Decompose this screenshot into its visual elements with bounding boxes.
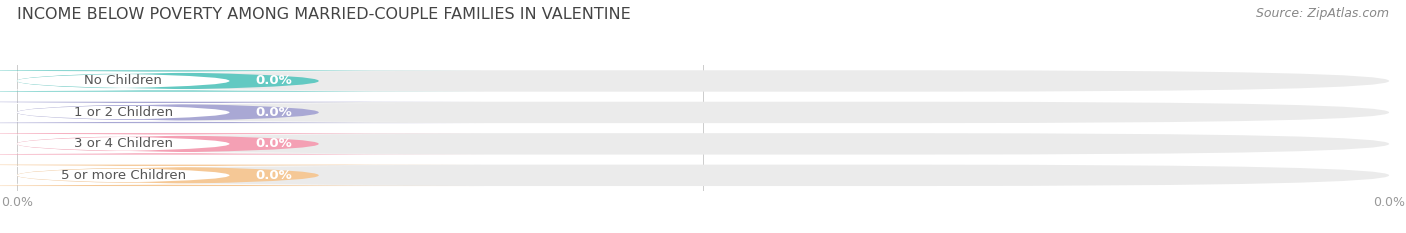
- Text: 0.0%: 0.0%: [256, 106, 292, 119]
- Text: No Children: No Children: [84, 75, 162, 87]
- FancyBboxPatch shape: [17, 133, 1389, 154]
- FancyBboxPatch shape: [17, 165, 1389, 186]
- Text: 5 or more Children: 5 or more Children: [60, 169, 186, 182]
- FancyBboxPatch shape: [17, 70, 1389, 92]
- FancyBboxPatch shape: [0, 166, 427, 185]
- Text: INCOME BELOW POVERTY AMONG MARRIED-COUPLE FAMILIES IN VALENTINE: INCOME BELOW POVERTY AMONG MARRIED-COUPL…: [17, 7, 631, 22]
- FancyBboxPatch shape: [0, 134, 427, 153]
- FancyBboxPatch shape: [0, 72, 427, 90]
- Text: 0.0%: 0.0%: [256, 75, 292, 87]
- FancyBboxPatch shape: [0, 70, 484, 92]
- FancyBboxPatch shape: [0, 103, 427, 122]
- FancyBboxPatch shape: [0, 102, 484, 123]
- FancyBboxPatch shape: [0, 133, 484, 154]
- Text: 1 or 2 Children: 1 or 2 Children: [73, 106, 173, 119]
- Text: Source: ZipAtlas.com: Source: ZipAtlas.com: [1256, 7, 1389, 20]
- Text: 3 or 4 Children: 3 or 4 Children: [73, 137, 173, 150]
- Text: 0.0%: 0.0%: [256, 169, 292, 182]
- FancyBboxPatch shape: [0, 165, 484, 186]
- FancyBboxPatch shape: [17, 102, 1389, 123]
- Text: 0.0%: 0.0%: [256, 137, 292, 150]
